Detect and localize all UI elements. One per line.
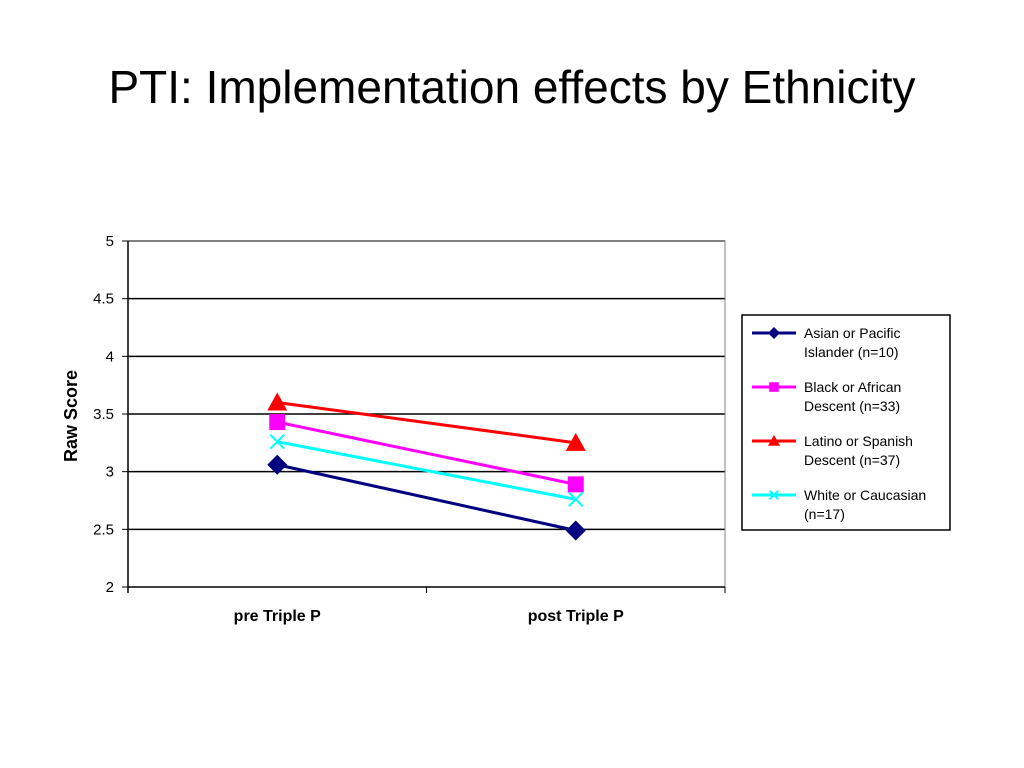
x-tick-label: post Triple P (528, 608, 624, 625)
y-axis-ticks: 5 4.5 4 3.5 3 2.5 2 (93, 233, 128, 596)
x-tick-label: pre Triple P (234, 608, 321, 625)
legend-swatch-marker (768, 327, 780, 339)
legend-label: (n=17) (804, 506, 845, 522)
y-tick-label: 4.5 (93, 291, 114, 308)
data-point-2-1 (565, 432, 586, 451)
legend-label: Islander (n=10) (804, 344, 899, 360)
legend-swatch-marker (769, 382, 779, 392)
data-point-2-0 (267, 392, 288, 411)
series-line-1 (276, 420, 577, 486)
legend: Asian or Pacific Islander (n=10) Black or … (741, 314, 951, 531)
data-point-0-1 (565, 520, 586, 541)
x-marker-stroke (769, 490, 779, 500)
gridlines (128, 240, 725, 531)
x-axis-ticks: pre Triple P post Triple P (127, 587, 726, 625)
data-point-3-1 (568, 491, 584, 508)
slide-title: PTI: Implementation effects by Ethnicity (108, 61, 916, 113)
y-tick-label: 3.5 (93, 406, 114, 423)
series-line-2 (277, 400, 576, 445)
data-point-1-1 (567, 476, 584, 493)
axes (127, 240, 726, 593)
y-tick-label: 5 (106, 233, 114, 250)
legend-label: Asian or Pacific (804, 325, 900, 341)
legend-label: White or Caucasian (804, 487, 926, 503)
legend-swatch-marker (769, 490, 779, 500)
legend-swatch-marker (768, 435, 780, 446)
legend-label: Black or African (804, 379, 901, 395)
data-point-1-0 (269, 414, 286, 431)
legend-label: Descent (n=33) (804, 398, 900, 414)
series-markers (267, 392, 586, 541)
data-point-3-0 (269, 433, 285, 450)
y-axis-label: Raw Score (61, 370, 81, 462)
legend-label: Descent (n=37) (804, 452, 900, 468)
series-lines (276, 400, 577, 532)
x-marker-stroke (568, 491, 584, 508)
x-marker-stroke (269, 433, 285, 450)
y-tick-label: 2 (106, 579, 114, 596)
series-line-3 (276, 440, 577, 501)
y-tick-label: 3 (106, 464, 114, 481)
y-tick-label: 4 (106, 348, 114, 365)
legend-label: Latino or Spanish (804, 433, 913, 449)
y-tick-label: 2.5 (93, 521, 114, 538)
series-line-0 (276, 463, 577, 532)
data-point-0-0 (267, 454, 288, 475)
